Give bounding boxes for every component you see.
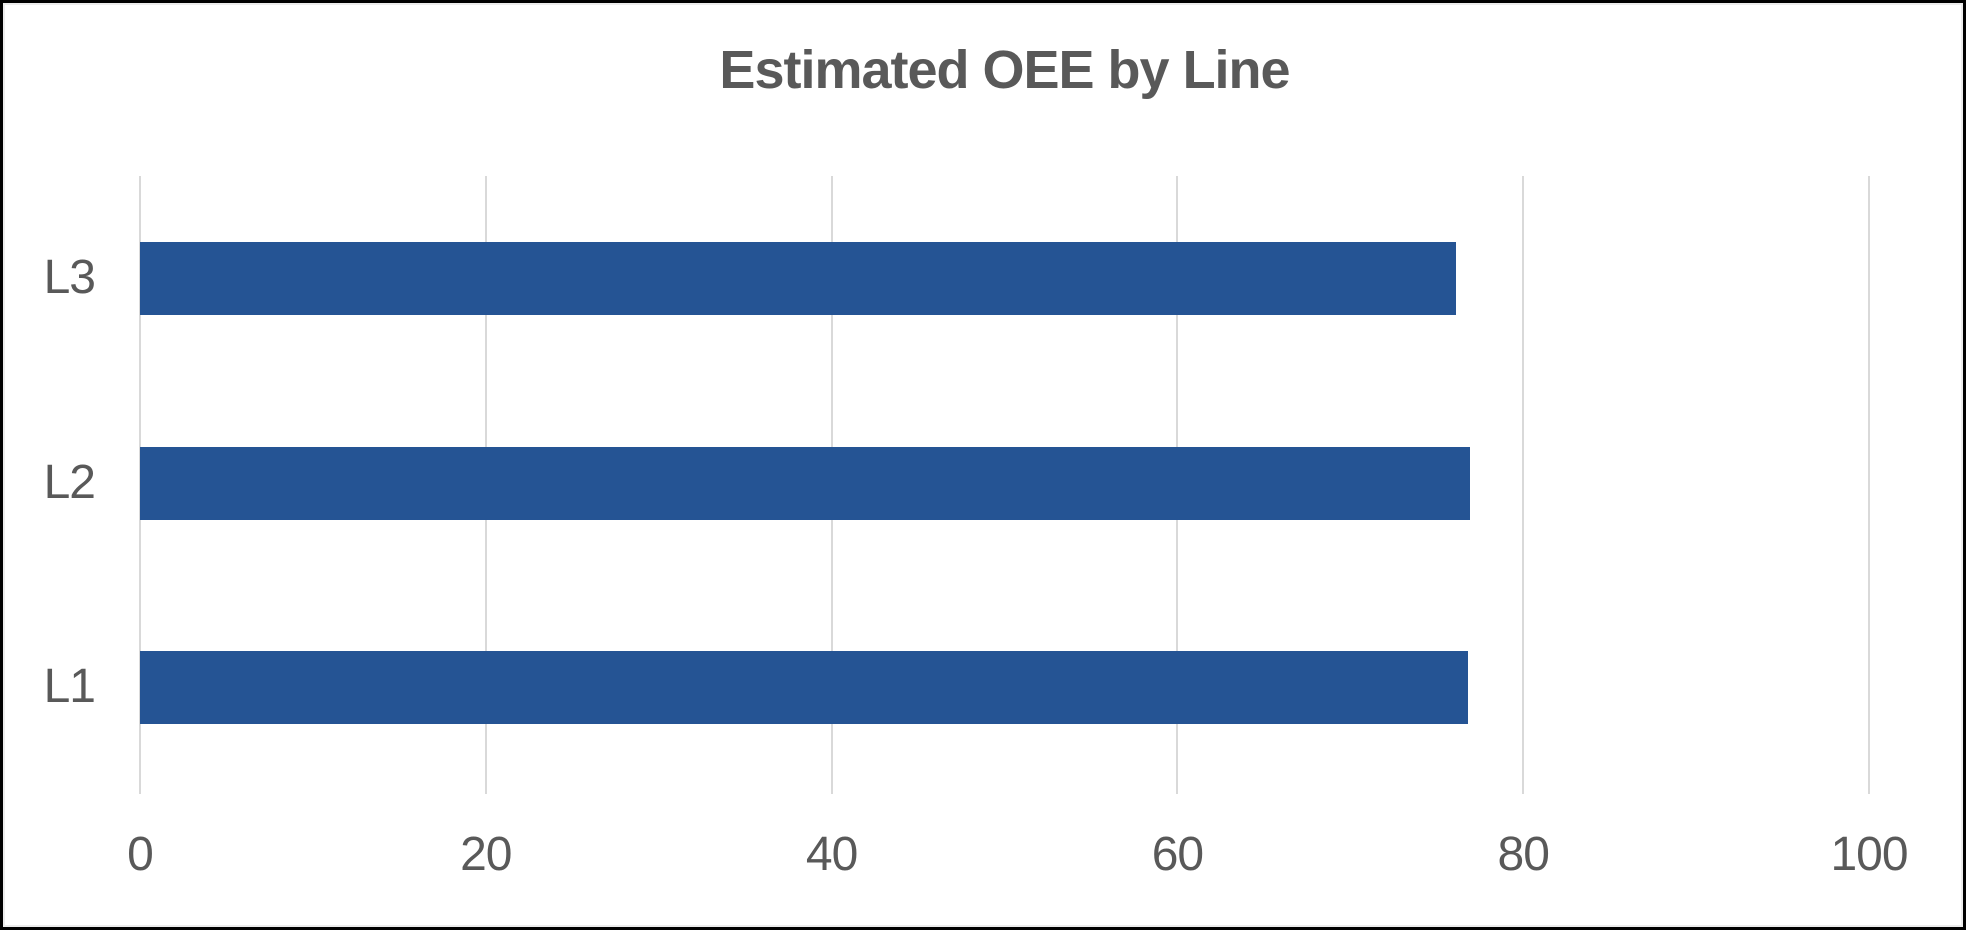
category-label-l1: L1 <box>43 660 96 714</box>
x-tick-label-0: 0 <box>127 828 154 881</box>
bar-l2 <box>140 446 1470 520</box>
x-tick-label-20: 20 <box>460 828 512 881</box>
category-label-l3: L3 <box>43 251 96 304</box>
x-tick-label-80: 80 <box>1497 828 1549 881</box>
x-tick-label-60: 60 <box>1151 828 1204 881</box>
chart-border <box>3 3 1963 927</box>
x-tick-label-40: 40 <box>805 828 858 881</box>
bar-l1 <box>140 651 1468 725</box>
plot-area <box>139 176 1870 794</box>
x-tick-label-100: 100 <box>1830 828 1908 881</box>
category-label-l2: L2 <box>43 455 96 509</box>
gridline-x-80 <box>1522 176 1525 794</box>
gridline-x-100 <box>1868 176 1870 794</box>
chart-title: Estimated OEE by Line <box>719 40 1290 100</box>
bar-l3 <box>140 241 1456 315</box>
